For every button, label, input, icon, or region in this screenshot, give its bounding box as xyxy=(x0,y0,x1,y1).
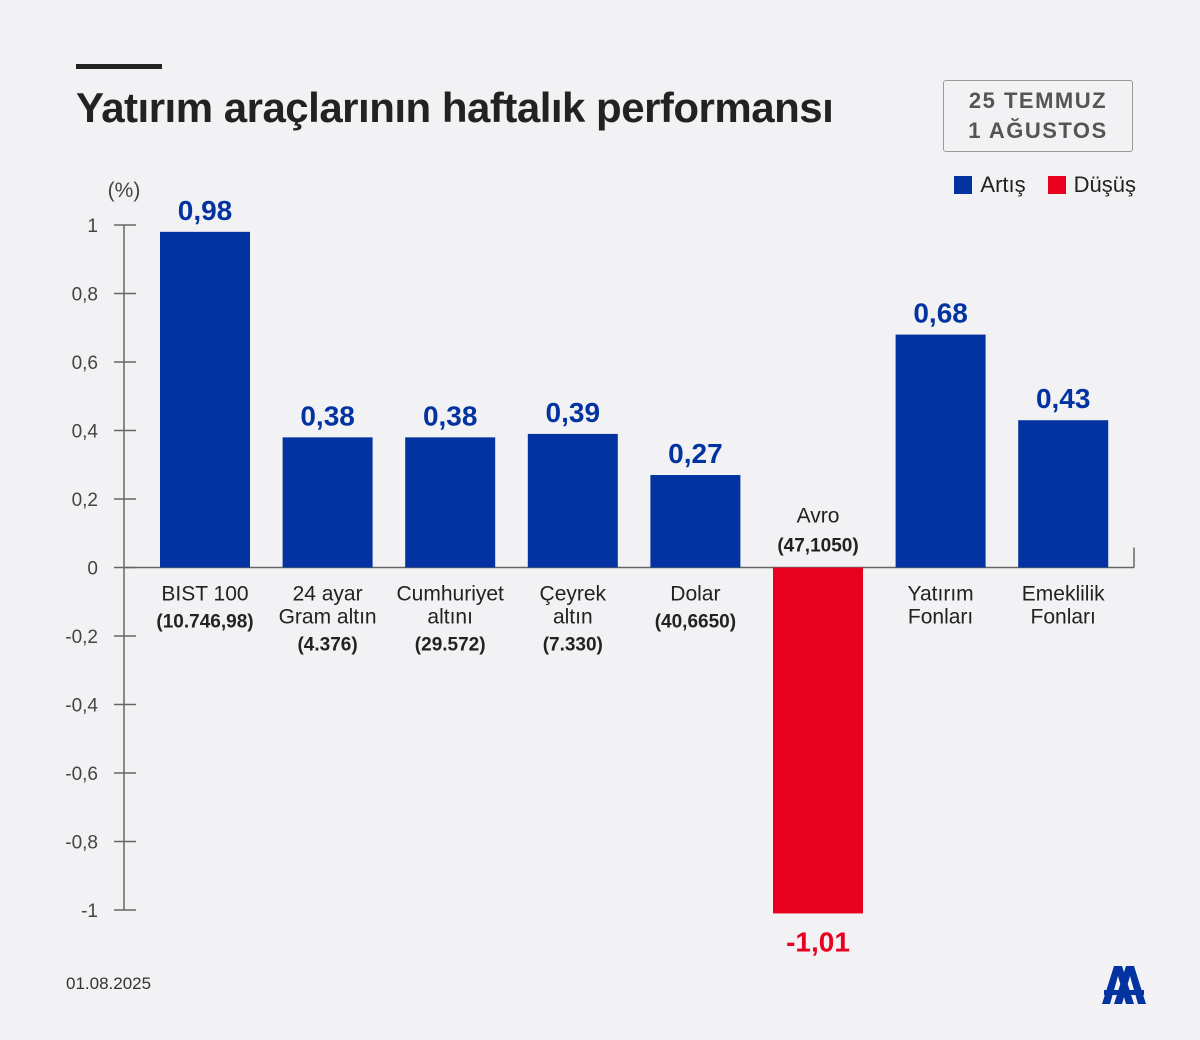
y-tick-label: -0,4 xyxy=(65,696,98,717)
period-end: 1 AĞUSTOS xyxy=(968,118,1108,143)
bar xyxy=(405,437,496,568)
y-tick-label: 1 xyxy=(87,216,98,237)
y-tick-label: 0,6 xyxy=(72,353,98,374)
bar-value-label: 0,43 xyxy=(1036,383,1091,414)
y-tick-label: 0,8 xyxy=(72,285,98,306)
category-sublabel: (4.376) xyxy=(297,635,357,656)
category-label: Gram altın xyxy=(279,606,377,629)
category-label: Yatırım xyxy=(908,583,974,606)
period-box: 25 TEMMUZ 1 AĞUSTOS xyxy=(943,80,1133,152)
publish-date: 01.08.2025 xyxy=(66,974,152,993)
bar-value-label: 0,38 xyxy=(423,400,478,431)
category-sublabel: (7.330) xyxy=(543,635,603,656)
y-tick-label: -0,8 xyxy=(65,833,98,854)
legend-increase-label: Artış xyxy=(980,172,1026,197)
bar-value-label: 0,98 xyxy=(178,195,233,226)
bar xyxy=(1018,420,1109,568)
category-label: Fonları xyxy=(1031,606,1096,629)
bar-value-label: 0,27 xyxy=(668,438,723,469)
legend: Artış Düşüş xyxy=(942,172,1136,198)
legend-decrease-label: Düşüş xyxy=(1073,172,1136,197)
bar-value-label: 0,68 xyxy=(913,298,968,329)
category-label: Dolar xyxy=(670,583,720,606)
category-label: Avro xyxy=(797,505,840,528)
category-label: BIST 100 xyxy=(161,583,248,606)
bar xyxy=(773,567,863,914)
bar xyxy=(527,433,618,568)
bar xyxy=(895,334,986,568)
page-title: Yatırım araçlarının haftalık performansı xyxy=(76,84,834,131)
bar xyxy=(282,437,373,568)
category-sublabel: (40,6650) xyxy=(655,612,736,633)
category-label: Emeklilik xyxy=(1022,583,1105,606)
category-label: Fonları xyxy=(908,606,973,629)
y-tick-label: 0,4 xyxy=(72,422,99,443)
increase-swatch xyxy=(954,176,973,194)
legend-item-increase: Artış xyxy=(954,172,1026,198)
y-tick-label: 0 xyxy=(87,559,98,580)
category-label: Cumhuriyet xyxy=(397,583,505,606)
title-rule xyxy=(76,64,162,69)
y-axis-label: (%) xyxy=(108,179,141,202)
category-sublabel: (47,1050) xyxy=(777,536,858,557)
bar xyxy=(160,231,250,568)
aa-logo-icon xyxy=(1102,966,1146,1004)
bar-value-label: 0,39 xyxy=(546,397,601,428)
y-tick-label: -1 xyxy=(81,901,98,922)
category-label: 24 ayar xyxy=(293,583,363,606)
period-start: 25 TEMMUZ xyxy=(968,88,1108,113)
legend-item-decrease: Düşüş xyxy=(1047,172,1136,198)
category-label: Çeyrek xyxy=(540,583,607,606)
decrease-swatch xyxy=(1047,176,1066,194)
category-label: altın xyxy=(553,606,593,629)
y-tick-label: -0,6 xyxy=(65,764,98,785)
y-tick-label: -0,2 xyxy=(65,627,98,648)
category-label: altını xyxy=(427,606,473,629)
category-sublabel: (29.572) xyxy=(415,635,486,656)
y-tick-label: 0,2 xyxy=(72,490,98,511)
category-sublabel: (10.746,98) xyxy=(156,612,253,633)
bar xyxy=(650,475,741,568)
bar-value-label: -1,01 xyxy=(786,926,850,957)
bar-value-label: 0,38 xyxy=(300,400,355,431)
